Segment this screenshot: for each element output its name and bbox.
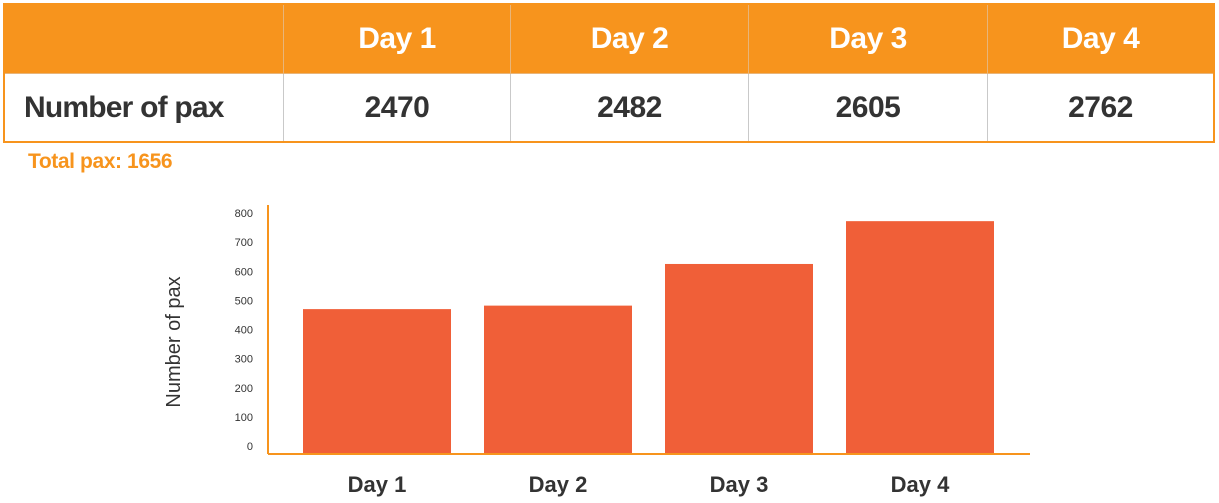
bar-day-4 [846,221,994,453]
row-label-number-of-pax: Number of pax [4,73,284,142]
value-day-1: 2470 [283,73,511,142]
bar-day-2 [484,305,632,453]
table-header-row: Day 1 Day 2 Day 3 Day 4 [4,4,1214,74]
header-day-4: Day 4 [987,4,1214,74]
y-axis-title: Number of pax [163,276,185,407]
bars-group [303,221,994,453]
y-tick-label: 800 [235,208,253,220]
bar-day-3 [665,263,813,453]
header-day-2: Day 2 [510,4,749,74]
y-tick-label: 200 [235,383,253,395]
y-tick-label: 300 [235,354,253,366]
header-day-1: Day 1 [283,4,511,74]
bar-day-1 [303,309,451,453]
table-row: Number of pax 2470 2482 2605 2762 [4,73,1214,142]
x-tick-label: Day 4 [891,472,950,497]
x-axis-labels: Day 1 Day 2 Day 3 Day 4 [348,472,950,497]
total-pax-label: Total pax: 1656 [28,150,173,173]
y-tick-label: 400 [235,325,253,337]
value-day-3: 2605 [748,73,988,142]
y-axis-ticks: 0 100 200 300 400 500 600 700 800 [235,208,253,453]
value-day-4: 2762 [987,73,1214,142]
header-day-3: Day 3 [748,4,988,74]
value-day-2: 2482 [510,73,749,142]
pax-table: Day 1 Day 2 Day 3 Day 4 Number of pax 24… [3,3,1215,143]
y-tick-label: 600 [235,266,253,278]
x-tick-label: Day 2 [529,472,588,497]
y-tick-label: 700 [235,237,253,249]
table-corner-cell [4,4,284,74]
y-tick-label: 500 [235,295,253,307]
x-tick-label: Day 1 [348,472,407,497]
y-tick-label: 0 [247,441,253,453]
y-tick-label: 100 [235,412,253,424]
x-tick-label: Day 3 [710,472,769,497]
